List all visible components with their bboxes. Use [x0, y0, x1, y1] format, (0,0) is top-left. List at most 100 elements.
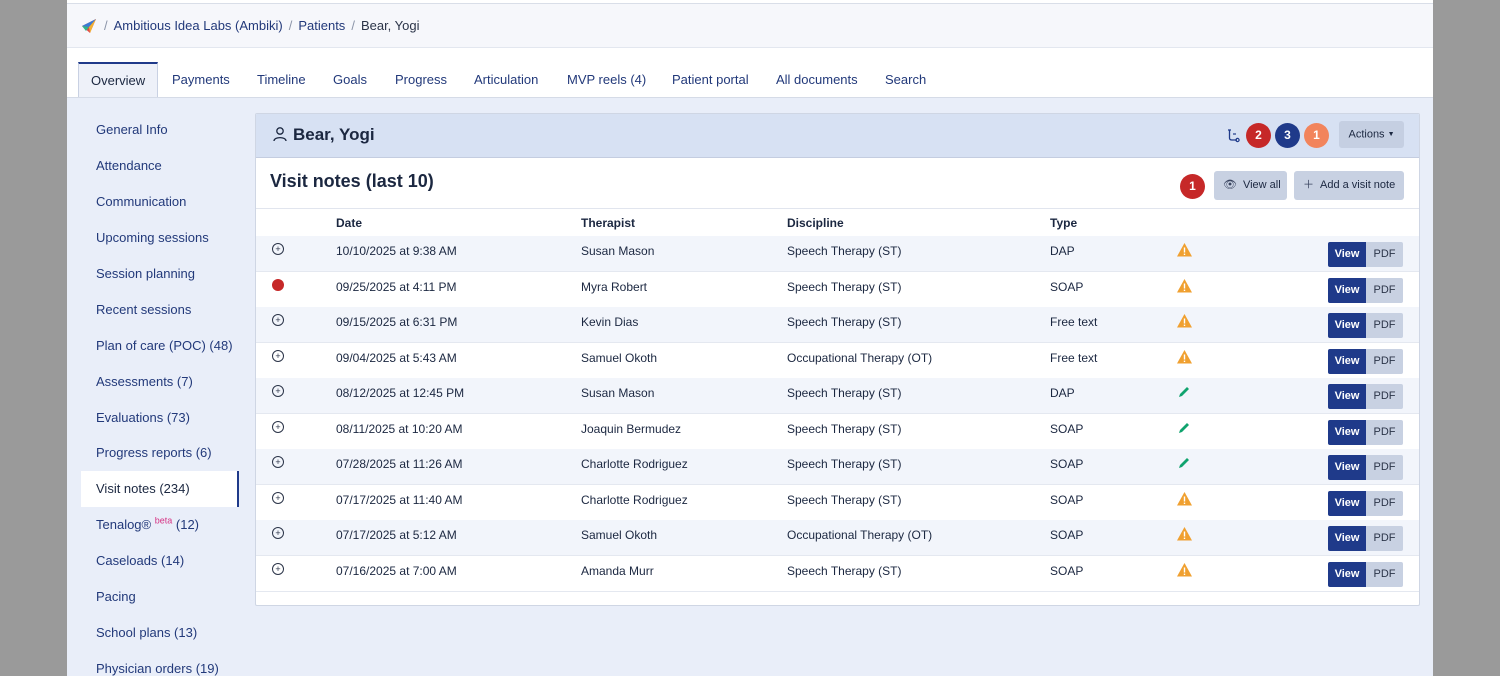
- add-visit-note-button[interactable]: ＋ Add a visit note: [1294, 171, 1404, 200]
- sidebar-item-physician-orders[interactable]: Physician orders (19): [96, 661, 219, 676]
- cell-therapist: Joaquin Bermudez: [581, 422, 682, 436]
- view-note-button[interactable]: View: [1328, 278, 1366, 303]
- sidebar-item-school-plans[interactable]: School plans (13): [96, 625, 198, 640]
- view-all-button[interactable]: 👁 View all: [1214, 171, 1287, 200]
- cell-therapist: Samuel Okoth: [581, 351, 658, 365]
- pdf-button[interactable]: PDF: [1366, 349, 1403, 374]
- actions-dropdown-button[interactable]: Actions ▼: [1339, 121, 1404, 148]
- cell-therapist: Charlotte Rodriguez: [581, 457, 688, 471]
- expand-circle-icon[interactable]: +: [272, 314, 284, 326]
- tab-progress[interactable]: Progress: [395, 72, 448, 87]
- view-note-button[interactable]: View: [1328, 455, 1366, 480]
- sidebar-item-progress-reports[interactable]: Progress reports (6): [96, 445, 212, 460]
- view-note-button[interactable]: View: [1328, 242, 1366, 267]
- cell-therapist: Samuel Okoth: [581, 528, 658, 542]
- view-note-button[interactable]: View: [1328, 313, 1366, 338]
- tab-timeline[interactable]: Timeline: [257, 72, 306, 87]
- table-row: 09/25/2025 at 4:11 PM Myra Robert Speech T…: [256, 272, 1419, 308]
- pdf-button[interactable]: PDF: [1366, 526, 1403, 551]
- alert-count-badge[interactable]: 2: [1246, 123, 1271, 148]
- breadcrumb-org-link[interactable]: Ambitious Idea Labs (Ambiki): [113, 18, 283, 33]
- expand-circle-icon[interactable]: +: [272, 385, 284, 397]
- view-note-button[interactable]: View: [1328, 491, 1366, 516]
- sidebar-item-tenalog[interactable]: Tenalog® beta (12): [81, 507, 239, 543]
- user-icon: [273, 127, 287, 142]
- warning-triangle-icon: [1177, 563, 1192, 577]
- cell-type: SOAP: [1050, 493, 1084, 507]
- sidebar-item-communication[interactable]: Communication: [96, 194, 187, 209]
- ambiki-logo-icon[interactable]: [80, 17, 98, 35]
- tab-all-documents[interactable]: All documents: [776, 72, 858, 87]
- view-note-button[interactable]: View: [1328, 420, 1366, 445]
- tab-search[interactable]: Search: [885, 72, 927, 87]
- expand-circle-icon[interactable]: +: [272, 563, 284, 575]
- pdf-button[interactable]: PDF: [1366, 313, 1403, 338]
- unsigned-dot-icon[interactable]: [272, 279, 284, 291]
- tab-patient-portal[interactable]: Patient portal: [672, 72, 749, 87]
- cell-therapist: Myra Robert: [581, 280, 648, 294]
- sidebar-item-attendance[interactable]: Attendance: [96, 158, 162, 173]
- sidebar-item-count: (12): [172, 517, 200, 532]
- sidebar-item-upcoming-sessions[interactable]: Upcoming sessions: [96, 230, 209, 245]
- tab-payments[interactable]: Payments: [172, 72, 230, 87]
- pdf-button[interactable]: PDF: [1366, 384, 1403, 409]
- expand-circle-icon[interactable]: +: [272, 421, 284, 433]
- sidebar-item-caseloads[interactable]: Caseloads (14): [96, 553, 185, 568]
- expand-circle-icon[interactable]: +: [272, 243, 284, 255]
- pdf-button[interactable]: PDF: [1366, 420, 1403, 445]
- tab-goals[interactable]: Goals: [333, 72, 367, 87]
- view-note-button[interactable]: View: [1328, 349, 1366, 374]
- table-row: +08/12/2025 at 12:45 PM Susan Mason Speech…: [256, 378, 1419, 414]
- sidebar-item-evaluations[interactable]: Evaluations (73): [96, 410, 190, 425]
- breadcrumb-patients-link[interactable]: Patients: [298, 18, 346, 33]
- expand-circle-icon[interactable]: +: [272, 492, 284, 504]
- column-header-therapist[interactable]: Therapist: [581, 216, 636, 230]
- tab-bar: Overview Payments Timeline Goals Progres…: [67, 48, 1433, 98]
- cell-date: 07/28/2025 at 11:26 AM: [336, 457, 463, 471]
- breadcrumb-separator: /: [104, 18, 108, 33]
- view-note-button[interactable]: View: [1328, 526, 1366, 551]
- visit-notes-card: Bear, Yogi 2 3 1 Actions ▼ Visit notes (l…: [255, 113, 1420, 606]
- sidebar-item-pacing[interactable]: Pacing: [96, 589, 136, 604]
- cell-date: 10/10/2025 at 9:38 AM: [336, 244, 457, 258]
- sidebar-item-visit-notes[interactable]: Visit notes (234): [81, 471, 239, 507]
- column-header-discipline[interactable]: Discipline: [787, 216, 844, 230]
- warning-triangle-icon: [1177, 314, 1192, 328]
- view-note-button[interactable]: View: [1328, 562, 1366, 587]
- patient-header: Bear, Yogi 2 3 1 Actions ▼: [256, 114, 1419, 158]
- cell-discipline: Speech Therapy (ST): [787, 457, 902, 471]
- cell-type: SOAP: [1050, 422, 1084, 436]
- cell-discipline: Speech Therapy (ST): [787, 386, 902, 400]
- column-header-type[interactable]: Type: [1050, 216, 1078, 230]
- sidebar-item-plan-of-care[interactable]: Plan of care (POC) (48): [96, 338, 233, 353]
- actions-label: Actions: [1348, 128, 1385, 141]
- expand-circle-icon[interactable]: +: [272, 456, 284, 468]
- table-row: +07/28/2025 at 11:26 AM Charlotte Rodrigu…: [256, 449, 1419, 485]
- tab-articulation[interactable]: Articulation: [474, 72, 539, 87]
- pdf-button[interactable]: PDF: [1366, 242, 1403, 267]
- cell-discipline: Occupational Therapy (OT): [787, 351, 933, 365]
- cell-therapist: Charlotte Rodriguez: [581, 493, 688, 507]
- sidebar-item-general-info[interactable]: General Info: [96, 122, 168, 137]
- workflow-icon[interactable]: [1225, 127, 1241, 143]
- notes-alert-badge[interactable]: 1: [1180, 174, 1205, 199]
- caret-down-icon: ▼: [1387, 131, 1395, 138]
- pdf-button[interactable]: PDF: [1366, 455, 1403, 480]
- tab-mvp-reels[interactable]: MVP reels (4): [567, 72, 647, 87]
- sidebar-item-assessments[interactable]: Assessments (7): [96, 374, 193, 389]
- view-note-button[interactable]: View: [1328, 384, 1366, 409]
- sidebar-item-session-planning[interactable]: Session planning: [96, 266, 196, 281]
- pdf-button[interactable]: PDF: [1366, 491, 1403, 516]
- tab-overview[interactable]: Overview: [78, 62, 159, 97]
- column-header-date[interactable]: Date: [336, 216, 363, 230]
- warning-count-badge[interactable]: 1: [1304, 123, 1329, 148]
- top-strip: [67, 0, 1433, 4]
- pdf-button[interactable]: PDF: [1366, 562, 1403, 587]
- info-count-badge[interactable]: 3: [1275, 123, 1300, 148]
- expand-circle-icon[interactable]: +: [272, 350, 284, 362]
- pdf-button[interactable]: PDF: [1366, 278, 1403, 303]
- sidebar-item-recent-sessions[interactable]: Recent sessions: [96, 302, 192, 317]
- expand-circle-icon[interactable]: +: [272, 527, 284, 539]
- eye-icon: 👁: [1223, 179, 1237, 191]
- breadcrumb: / Ambitious Idea Labs (Ambiki) / Patient…: [67, 4, 1433, 48]
